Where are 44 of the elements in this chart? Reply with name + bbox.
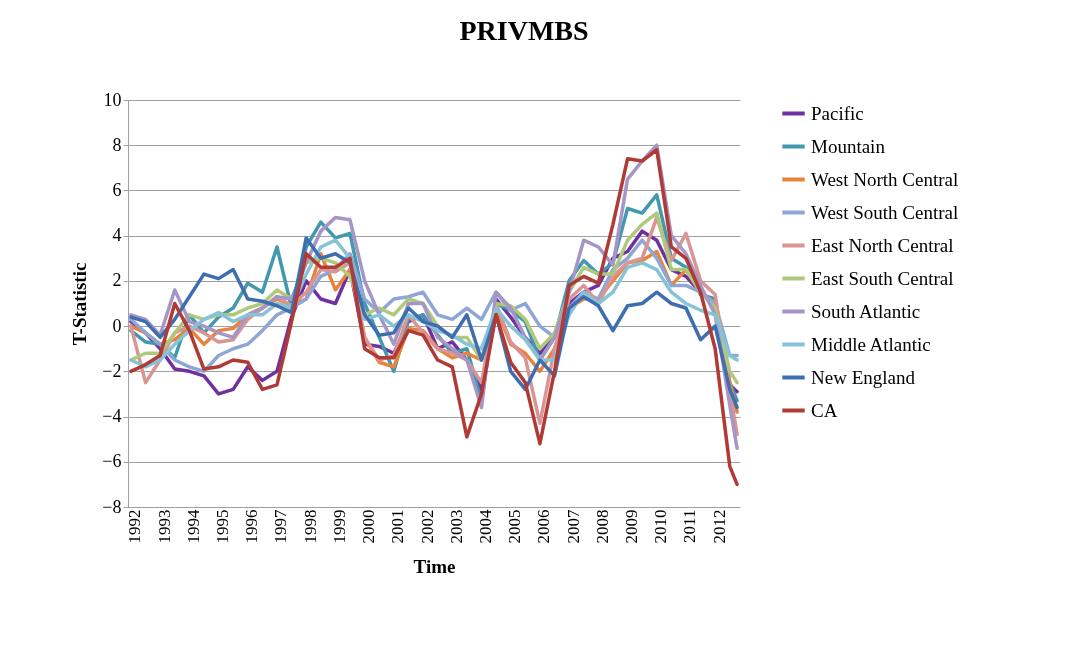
- y-tick-label: 8: [112, 134, 122, 155]
- y-tick-label: −4: [102, 406, 122, 427]
- x-tick-label: 1999: [329, 509, 349, 544]
- legend-label: CA: [811, 399, 838, 421]
- x-tick-label: 1996: [242, 509, 262, 544]
- y-tick-label: −8: [102, 496, 122, 517]
- x-tick-label: 1992: [125, 509, 145, 544]
- legend-label: New England: [811, 366, 916, 388]
- x-axis-title: Time: [413, 555, 456, 577]
- x-tick-label: 1997: [271, 509, 291, 544]
- x-tick-label: 2006: [534, 509, 554, 544]
- legend-label: West South Central: [811, 201, 959, 223]
- y-tick-label: −2: [102, 360, 122, 381]
- x-tick-label: 2007: [563, 509, 583, 544]
- x-tick-label: 2004: [475, 509, 495, 544]
- y-tick-label: 0: [112, 315, 122, 336]
- x-tick-label: 1993: [154, 509, 174, 544]
- x-tick-label: 2002: [417, 509, 437, 544]
- y-axis-title: T-Statistic: [69, 262, 91, 346]
- x-tick-label: 2009: [622, 509, 642, 544]
- x-tick-label: 2001: [388, 509, 408, 544]
- x-tick-label: 2012: [709, 509, 729, 544]
- y-tick-label: 6: [112, 179, 122, 200]
- x-tick-label: 2008: [592, 509, 612, 544]
- legend-label: Pacific: [811, 102, 864, 124]
- x-tick-label: 2010: [651, 509, 671, 544]
- legend-label: South Atlantic: [811, 300, 921, 322]
- y-tick-label: −6: [102, 451, 122, 472]
- legend-label: East South Central: [811, 267, 954, 289]
- legend-label: West North Central: [811, 168, 959, 190]
- legend-label: East North Central: [811, 234, 954, 256]
- x-tick-label: 2005: [505, 509, 525, 544]
- legend-label: Mountain: [811, 135, 886, 157]
- legend-label: Middle Atlantic: [811, 333, 931, 355]
- x-tick-label: 2000: [359, 509, 379, 544]
- y-tick-label: 4: [112, 225, 122, 246]
- x-tick-label: 1995: [213, 509, 233, 544]
- x-tick-label: 1998: [300, 509, 320, 544]
- chart-title: PRIVMBS: [459, 15, 589, 46]
- x-tick-label: 1994: [183, 509, 203, 544]
- y-tick-label: 2: [112, 270, 122, 291]
- y-tick-label: 10: [103, 89, 122, 110]
- x-tick-label: 2011: [680, 509, 700, 543]
- x-tick-label: 2003: [446, 509, 466, 544]
